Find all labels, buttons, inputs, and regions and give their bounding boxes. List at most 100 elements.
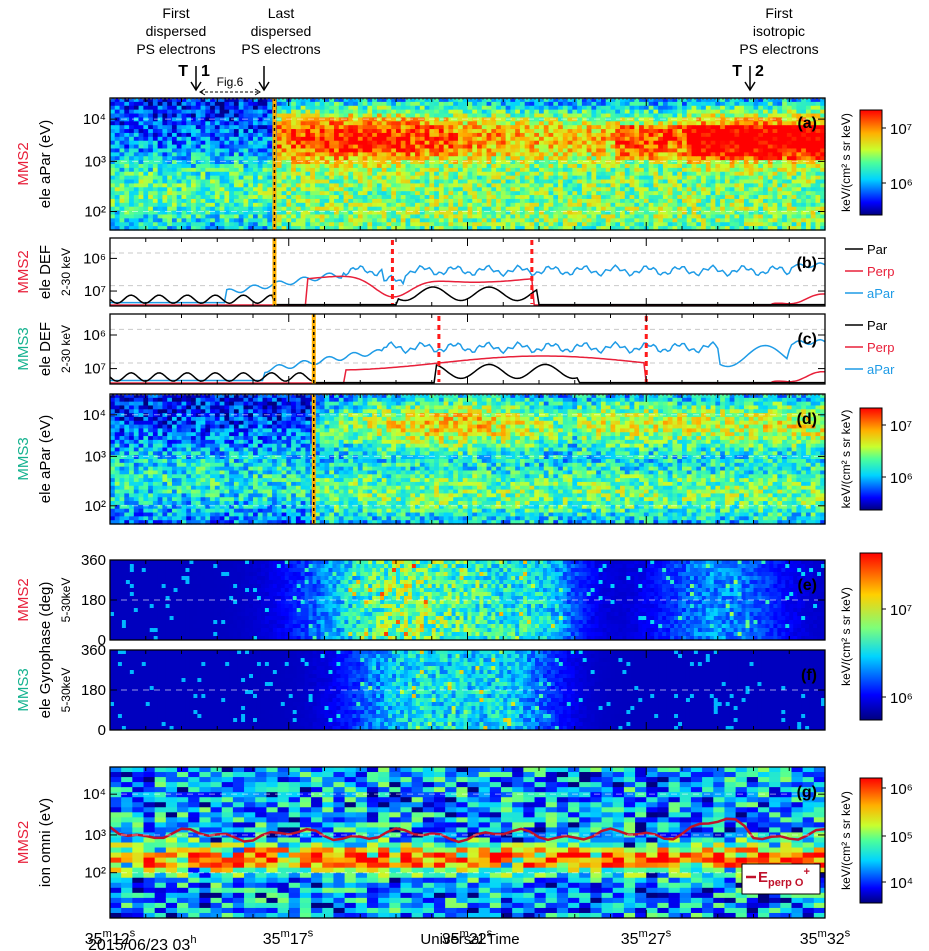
- spectrogram-cell: [429, 214, 435, 219]
- spectrogram-cell: [305, 226, 311, 231]
- spectrogram-cell: [453, 129, 459, 134]
- spectrogram-cell: [453, 109, 459, 115]
- spectrogram-cell: [772, 198, 778, 204]
- spectrogram-cell: [381, 175, 388, 181]
- spectrogram-cell: [519, 218, 526, 223]
- spectrogram-cell: [701, 136, 707, 142]
- spectrogram-cell: [167, 152, 173, 157]
- spectrogram-cell: [443, 144, 450, 150]
- spectrogram-cell: [539, 98, 545, 103]
- spectrogram-cell: [410, 98, 416, 103]
- spectrogram-cell: [291, 109, 297, 115]
- spectrogram-cell: [419, 140, 426, 146]
- spectrogram-cell: [162, 105, 168, 111]
- spectrogram-cell: [162, 183, 168, 188]
- spectrogram-cell: [805, 198, 812, 204]
- spectrogram-cell: [486, 101, 492, 107]
- spectrogram-cell: [367, 198, 373, 204]
- spectrogram-cell: [348, 156, 354, 161]
- spectrogram-cell: [386, 136, 392, 142]
- spectrogram-cell: [634, 218, 640, 223]
- spectrogram-cell: [376, 206, 383, 212]
- spectrogram-cell: [334, 175, 340, 181]
- spectrogram-cell: [548, 226, 554, 231]
- spectrogram-cell: [357, 113, 364, 119]
- spectrogram-cell: [457, 179, 464, 185]
- spectrogram-cell: [186, 148, 192, 153]
- spectrogram-cell: [600, 226, 607, 231]
- spectrogram-cell: [548, 195, 554, 200]
- spectrogram-cell: [710, 152, 716, 157]
- spectrogram-cell: [667, 125, 674, 130]
- spectrogram-cell: [200, 136, 206, 142]
- spectrogram-cell: [281, 198, 287, 204]
- spectrogram-cell: [224, 129, 230, 134]
- spectrogram-cell: [443, 117, 450, 122]
- spectrogram-cell: [639, 179, 645, 185]
- spectrogram-cell: [157, 222, 164, 227]
- spectrogram-cell: [486, 171, 492, 177]
- spectrogram-cell: [596, 121, 602, 126]
- spectrogram-cell: [662, 183, 669, 188]
- spectrogram-cell: [481, 136, 488, 142]
- spectrogram-cell: [357, 109, 364, 115]
- spectrogram-cell: [310, 117, 316, 122]
- spectrogram-cell: [295, 113, 302, 119]
- spectrogram-cell: [314, 164, 321, 169]
- spectrogram-cell: [758, 206, 764, 212]
- spectrogram-cell: [453, 206, 459, 212]
- spectrogram-cell: [653, 156, 659, 161]
- spectrogram-cell: [372, 156, 378, 161]
- spectrogram-cell: [205, 129, 211, 134]
- spectrogram-cell: [724, 117, 731, 122]
- spectrogram-cell: [171, 121, 178, 126]
- spectrogram-cell: [367, 136, 373, 142]
- spectrogram-cell: [257, 121, 264, 126]
- spectrogram-cell: [262, 214, 268, 219]
- spectrogram-cell: [634, 125, 640, 130]
- spectrogram-cell: [701, 218, 707, 223]
- spectrogram-cell: [200, 198, 206, 204]
- spectrogram-cell: [519, 167, 526, 173]
- spectrogram-cell: [405, 140, 411, 146]
- spectrogram-cell: [591, 179, 597, 185]
- spectrogram-cell: [724, 175, 731, 181]
- spectrogram-cell: [124, 210, 130, 216]
- spectrogram-cell: [705, 210, 712, 216]
- spectrogram-cell: [243, 198, 249, 204]
- spectrogram-cell: [558, 144, 564, 150]
- spectrogram-cell: [429, 113, 435, 119]
- spectrogram-cell: [434, 132, 440, 138]
- spectrogram-cell: [267, 210, 273, 216]
- spectrogram-cell: [615, 121, 621, 126]
- spectrogram-cell: [639, 156, 645, 161]
- spectrogram-cell: [224, 152, 230, 157]
- spectrogram-cell: [724, 202, 731, 208]
- spectrogram-cell: [691, 132, 697, 138]
- spectrogram-cell: [758, 214, 764, 219]
- spectrogram-cell: [634, 175, 640, 181]
- spectrogram-cell: [114, 198, 121, 204]
- spectrogram-cell: [691, 214, 697, 219]
- spectrogram-cell: [181, 144, 187, 150]
- spectrogram-cell: [577, 156, 583, 161]
- spectrogram-cell: [257, 105, 264, 111]
- spectrogram-cell: [300, 132, 307, 138]
- spectrogram-cell: [334, 191, 340, 196]
- spectrogram-cell: [667, 171, 674, 177]
- spectrogram-cell: [515, 164, 521, 169]
- spectrogram-cell: [229, 156, 235, 161]
- spectrogram-cell: [739, 152, 745, 157]
- spectrogram-cell: [267, 98, 273, 103]
- spectrogram-cell: [648, 226, 654, 231]
- spectrogram-cell: [214, 140, 221, 146]
- spectrogram-cell: [586, 187, 593, 192]
- spectrogram-cell: [748, 144, 755, 150]
- spectrogram-cell: [648, 144, 654, 150]
- spectrogram-cell: [605, 171, 612, 177]
- spectrogram-cell: [324, 148, 330, 153]
- spectrogram-cell: [801, 98, 807, 103]
- spectrogram-cell: [138, 171, 144, 177]
- spectrogram-cell: [462, 164, 469, 169]
- spectrogram-cell: [758, 117, 764, 122]
